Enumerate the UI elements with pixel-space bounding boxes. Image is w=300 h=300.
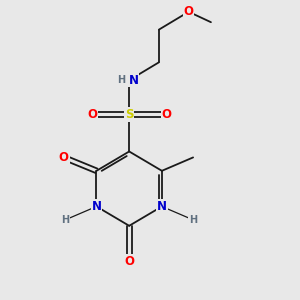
Text: O: O	[59, 151, 69, 164]
Text: O: O	[184, 5, 194, 18]
Text: N: N	[129, 74, 139, 87]
Text: O: O	[124, 255, 134, 268]
Text: H: H	[117, 75, 125, 85]
Text: H: H	[61, 215, 69, 225]
Text: H: H	[189, 215, 197, 225]
Text: S: S	[125, 108, 134, 121]
Text: N: N	[92, 200, 101, 213]
Text: O: O	[87, 108, 97, 121]
Text: N: N	[157, 200, 167, 213]
Text: O: O	[161, 108, 171, 121]
